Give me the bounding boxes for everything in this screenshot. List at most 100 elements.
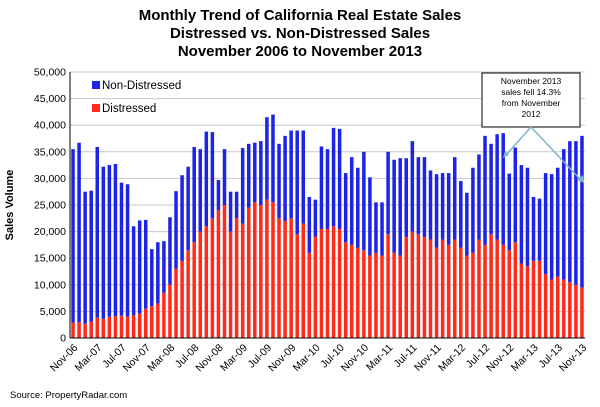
bar-non-distressed	[568, 141, 572, 283]
bar-distressed	[580, 287, 584, 338]
legend-swatch-non-distressed	[92, 81, 100, 89]
bar-non-distressed	[398, 158, 402, 256]
bar-distressed	[343, 242, 348, 338]
bar-non-distressed	[277, 143, 281, 219]
bar-non-distressed	[234, 191, 239, 219]
chart-title-line-1: Monthly Trend of California Real Estate …	[139, 7, 462, 24]
bar-distressed	[222, 205, 227, 338]
bar-non-distressed	[204, 131, 209, 227]
bar-distressed	[216, 210, 221, 338]
bar-distressed	[277, 218, 281, 338]
bar-distressed	[537, 260, 542, 338]
bar-distressed	[240, 223, 245, 338]
bar-non-distressed	[113, 164, 118, 317]
bar-non-distressed	[422, 157, 427, 237]
bar-non-distressed	[356, 167, 360, 248]
bar-distressed	[131, 315, 136, 338]
bar-non-distressed	[343, 173, 348, 243]
bar-non-distressed	[537, 198, 542, 261]
bar-distressed	[301, 223, 306, 338]
bar-distressed	[259, 205, 263, 338]
bar-distressed	[162, 292, 166, 338]
bar-non-distressed	[477, 154, 481, 240]
bar-distressed	[295, 234, 299, 338]
bar-non-distressed	[222, 149, 227, 205]
y-tick-label: 40,000	[34, 120, 66, 132]
bar-non-distressed	[531, 197, 536, 261]
bar-non-distressed	[362, 151, 366, 251]
bar-distressed	[495, 239, 499, 338]
bar-distressed	[107, 316, 112, 338]
bar-distressed	[434, 247, 439, 338]
bar-non-distressed	[416, 157, 421, 235]
chart-title-line-3: November 2006 to November 2013	[178, 43, 422, 60]
source-note: Source: PropertyRadar.com	[10, 390, 127, 401]
annotation-box	[481, 72, 581, 128]
bar-distressed	[89, 321, 93, 338]
bar-non-distressed	[246, 143, 251, 208]
bar-non-distressed	[331, 127, 336, 227]
bar-distressed	[356, 247, 360, 338]
bar-distressed	[228, 231, 233, 338]
bar-distressed	[543, 274, 548, 338]
bar-non-distressed	[259, 141, 263, 205]
bar-distressed	[253, 202, 257, 338]
bar-distressed	[174, 268, 178, 338]
bar-distressed	[404, 236, 409, 338]
bar-non-distressed	[513, 147, 518, 243]
bar-non-distressed	[483, 135, 487, 245]
bar-non-distressed	[89, 190, 93, 322]
legend: Non-Distressed Distressed	[92, 80, 181, 115]
bar-non-distressed	[386, 151, 390, 235]
bar-distressed	[210, 218, 215, 338]
bar-distressed	[313, 236, 318, 338]
bar-distressed	[549, 279, 554, 338]
legend-label-non-distressed: Non-Distressed	[102, 80, 181, 92]
y-tick-label: 15,000	[34, 253, 66, 265]
annotation: November 2013 sales fell 14.3% from Nove…	[481, 72, 584, 183]
bar-distressed	[113, 316, 118, 338]
bar-non-distressed	[501, 133, 505, 245]
y-tick-label: 10,000	[34, 279, 66, 291]
bar-non-distressed	[465, 192, 469, 256]
bar-non-distressed	[507, 173, 512, 251]
bar-distressed	[513, 242, 518, 338]
bar-non-distressed	[137, 220, 142, 314]
bar-non-distressed	[434, 174, 439, 248]
bar-non-distressed	[265, 117, 269, 200]
bar-non-distressed	[543, 173, 548, 275]
bar-distressed	[349, 244, 354, 338]
bar-distressed	[392, 252, 396, 338]
bar-distressed	[331, 226, 336, 338]
bar-non-distressed	[452, 157, 457, 240]
bar-non-distressed	[349, 157, 354, 245]
bar-distressed	[125, 316, 130, 338]
bar-non-distressed	[168, 217, 172, 285]
bar-non-distressed	[77, 142, 81, 323]
bar-non-distressed	[562, 149, 566, 280]
chart-title-line-2: Distressed vs. Non-Distressed Sales	[170, 25, 430, 42]
bar-non-distressed	[440, 173, 445, 240]
bar-distressed	[271, 202, 275, 338]
bar-non-distressed	[459, 181, 463, 248]
bar-distressed	[325, 228, 330, 338]
bar-distressed	[440, 239, 445, 338]
bar-distressed	[483, 244, 487, 338]
bar-non-distressed	[549, 174, 554, 280]
y-tick-labels: 0 5,000 10,000 15,000 20,000 25,000 30,000 35,0…	[34, 67, 66, 345]
bar-distressed	[562, 279, 566, 338]
bar-distressed	[507, 250, 512, 338]
bar-non-distressed	[574, 141, 578, 285]
bar-distressed	[137, 313, 142, 338]
y-tick-label: 35,000	[34, 146, 66, 158]
bar-distressed	[95, 317, 100, 338]
bar-non-distressed	[186, 166, 190, 251]
annotation-line-4: 2012	[522, 109, 541, 119]
y-tick-label: 30,000	[34, 173, 66, 185]
bar-distressed	[156, 303, 160, 338]
bar-distressed	[180, 260, 184, 338]
bar-distressed	[319, 228, 324, 338]
annotation-line-3: from November	[502, 98, 561, 108]
bar-distressed	[283, 220, 287, 338]
bar-non-distressed	[489, 143, 493, 235]
